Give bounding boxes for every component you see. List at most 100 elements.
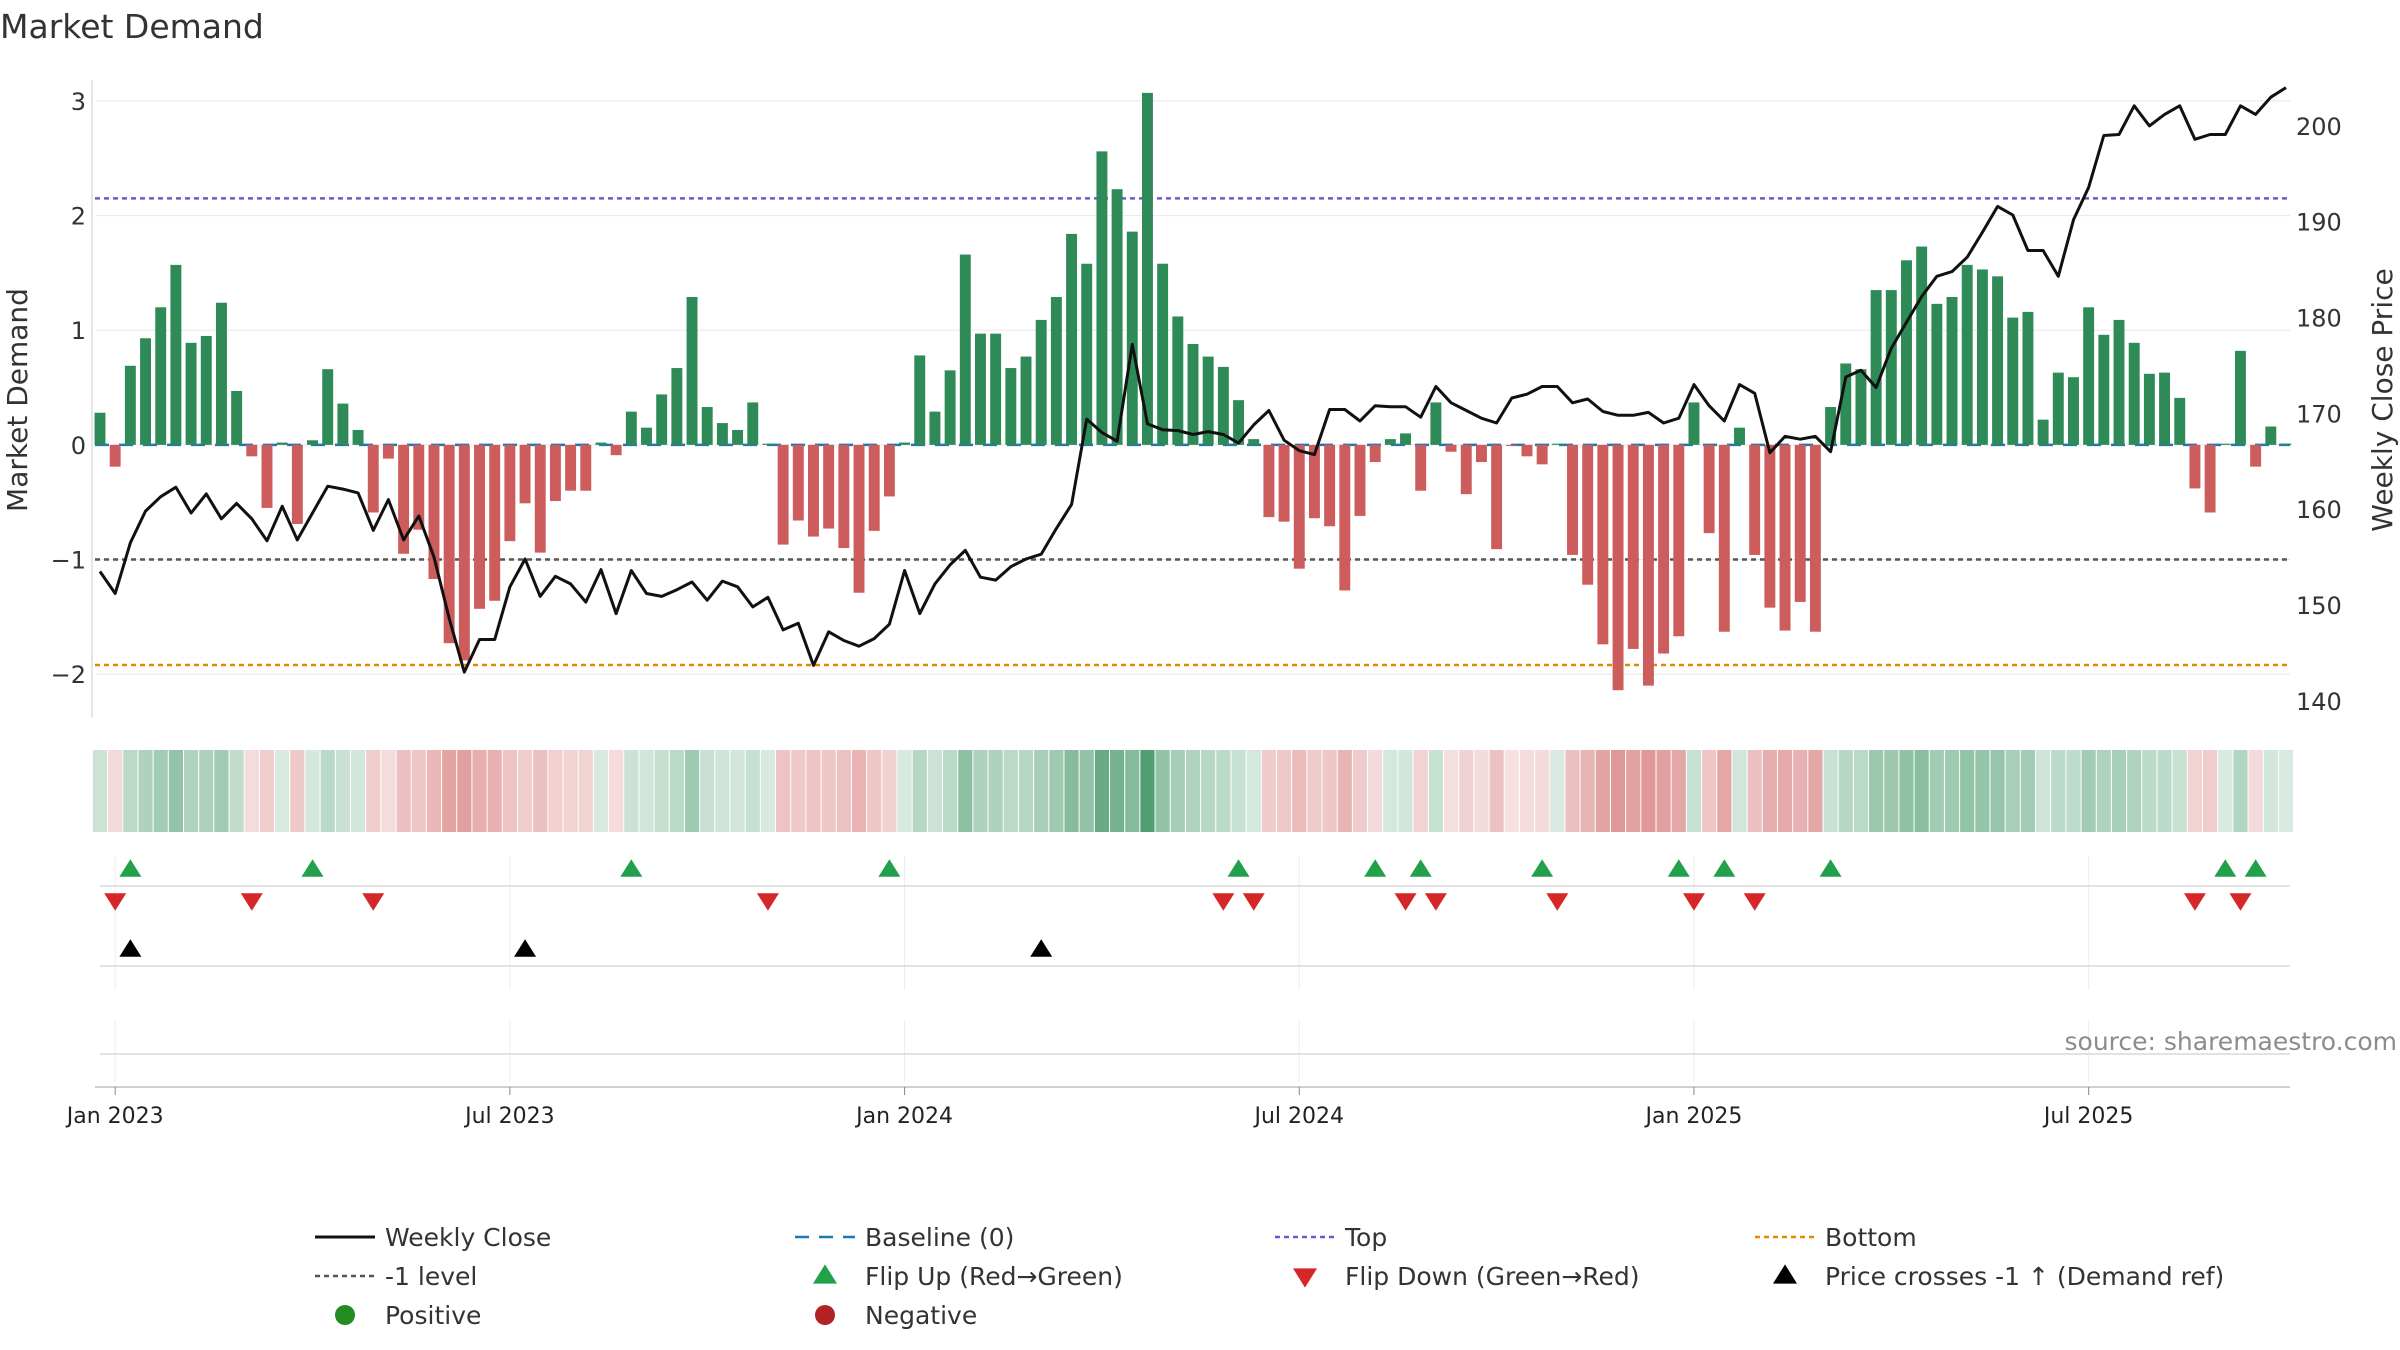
heat-cell: [609, 750, 624, 832]
flip-down-marker: [1682, 893, 1705, 911]
flip-up-marker: [878, 859, 901, 877]
demand-bars: [94, 92, 2292, 691]
heat-cell: [199, 750, 214, 832]
heat-cell: [563, 750, 578, 832]
demand-heat-strip: [92, 750, 2294, 832]
heat-cell: [472, 750, 487, 832]
demand-bar: [443, 444, 455, 644]
demand-bar: [990, 333, 1002, 445]
legend-label: Flip Down (Green→Red): [1345, 1262, 1640, 1291]
demand-bar: [1233, 400, 1245, 445]
demand-bar: [1369, 444, 1381, 463]
heat-cell: [290, 750, 305, 832]
heat-cell: [1990, 750, 2005, 832]
demand-bar: [944, 370, 956, 445]
heat-cell: [1459, 750, 1474, 832]
heat-cell: [1125, 750, 1140, 832]
heat-cell: [138, 750, 153, 832]
heat-cell: [2172, 750, 2187, 832]
weekly-close-series: [98, 86, 2287, 674]
heat-cell: [123, 750, 138, 832]
legend-label: Top: [1344, 1223, 1387, 1252]
demand-bar: [580, 444, 592, 491]
demand-bar: [929, 411, 941, 445]
demand-bar: [1703, 444, 1715, 534]
heat-cell: [1474, 750, 1489, 832]
flip-markers-row: [100, 855, 2290, 990]
demand-bar: [1308, 444, 1320, 519]
demand-bar: [792, 444, 804, 521]
demand-bar: [1658, 444, 1670, 654]
heat-cell: [745, 750, 760, 832]
demand-bar: [2174, 397, 2186, 445]
price-cross-marker: [119, 939, 142, 957]
demand-bar: [489, 444, 501, 601]
demand-bar: [215, 302, 227, 445]
heat-cell: [1838, 750, 1853, 832]
demand-bar: [1794, 444, 1806, 602]
heat-cell: [1823, 750, 1838, 832]
heat-cell: [153, 750, 168, 832]
heat-cell: [2005, 750, 2020, 832]
right-tick-label: 170: [2296, 400, 2342, 428]
heat-cell: [1793, 750, 1808, 832]
heat-cell: [168, 750, 183, 832]
demand-bar: [231, 390, 243, 445]
heat-cell: [229, 750, 244, 832]
heat-cell: [2127, 750, 2142, 832]
flip-up-marker: [1531, 859, 1554, 877]
demand-bar: [458, 444, 470, 661]
demand-bar: [1840, 363, 1852, 445]
heat-cell: [1443, 750, 1459, 832]
demand-bar: [1946, 296, 1958, 445]
flip-down-marker: [1743, 893, 1766, 911]
demand-bar: [124, 365, 136, 445]
flip-up-marker: [2214, 859, 2237, 877]
heat-cell: [988, 750, 1003, 832]
heat-cell: [1595, 750, 1610, 832]
demand-bar: [519, 444, 531, 504]
heat-cell: [442, 750, 457, 832]
demand-bar: [1157, 263, 1169, 445]
x-tick-label: Jan 2025: [1644, 1104, 1743, 1129]
demand-bar: [1324, 444, 1336, 527]
heat-cell: [1671, 750, 1686, 832]
demand-bar: [1460, 444, 1472, 495]
heat-cell: [821, 750, 836, 832]
heat-cell: [1276, 750, 1292, 832]
heat-cell: [897, 750, 912, 832]
demand-bar: [246, 444, 258, 457]
heat-cell: [2203, 750, 2218, 832]
demand-bar: [1141, 92, 1153, 445]
left-tick-label: 2: [71, 203, 86, 231]
demand-bar: [1961, 264, 1973, 445]
demand-bar: [1096, 151, 1108, 445]
demand-bar: [1263, 444, 1275, 518]
heat-cell: [1975, 750, 1990, 832]
heat-cell: [1368, 750, 1383, 832]
heat-cell: [1960, 750, 1975, 832]
demand-bar: [1491, 444, 1503, 550]
demand-bar: [1567, 444, 1578, 555]
heat-cell: [350, 750, 366, 832]
heat-cell: [1079, 750, 1094, 832]
left-tick-label: −2: [51, 661, 86, 689]
legend-swatch: [813, 1264, 837, 1284]
heat-cell: [1170, 750, 1185, 832]
demand-bar: [1597, 444, 1609, 645]
flip-down-marker: [1394, 893, 1417, 911]
heat-cell: [1018, 750, 1034, 832]
heat-cell: [1246, 750, 1261, 832]
heat-cell: [1003, 750, 1018, 832]
heat-cell: [1155, 750, 1170, 832]
heat-cell: [654, 750, 669, 832]
demand-bar: [1111, 189, 1123, 445]
x-tick-label: Jan 2023: [65, 1104, 164, 1129]
demand-bar: [2265, 426, 2277, 445]
heat-cell: [335, 750, 350, 832]
demand-bar: [2068, 377, 2079, 445]
heat-cell: [1428, 750, 1443, 832]
heat-cell: [1610, 750, 1626, 832]
flip-up-marker: [301, 859, 324, 877]
